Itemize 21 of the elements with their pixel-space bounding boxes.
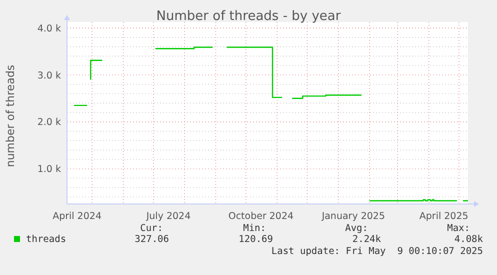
x-tick-label: October 2024 [228, 211, 294, 222]
text: 327.06 [134, 234, 170, 245]
text: Last update: Fri May 9 00:10:07 2025 [271, 246, 483, 257]
y-tick-label: 3.0 k [37, 70, 62, 82]
x-tick-label: April 2024 [52, 211, 102, 222]
x-tick-label: January 2025 [320, 211, 386, 222]
text: Min: [243, 223, 266, 234]
y-tick-label: 4.0 k [37, 23, 62, 34]
y-tick-label: 2.0 k [37, 117, 62, 128]
chart-title: Number of threads - by year [156, 9, 342, 24]
text: 120.69 [238, 234, 274, 245]
text: 4.08k [454, 234, 484, 245]
text: Avg: [345, 223, 368, 234]
x-tick-label: April 2025 [419, 211, 468, 222]
text: 2.24k [352, 234, 382, 245]
text: Cur: [140, 223, 163, 234]
y-tick-label: 1.0 k [37, 164, 62, 176]
x-tick-label: July 2024 [145, 211, 191, 222]
legend-label: threads [26, 234, 66, 245]
text: Max: [447, 223, 470, 234]
y-axis-title: number of threads [4, 64, 17, 168]
